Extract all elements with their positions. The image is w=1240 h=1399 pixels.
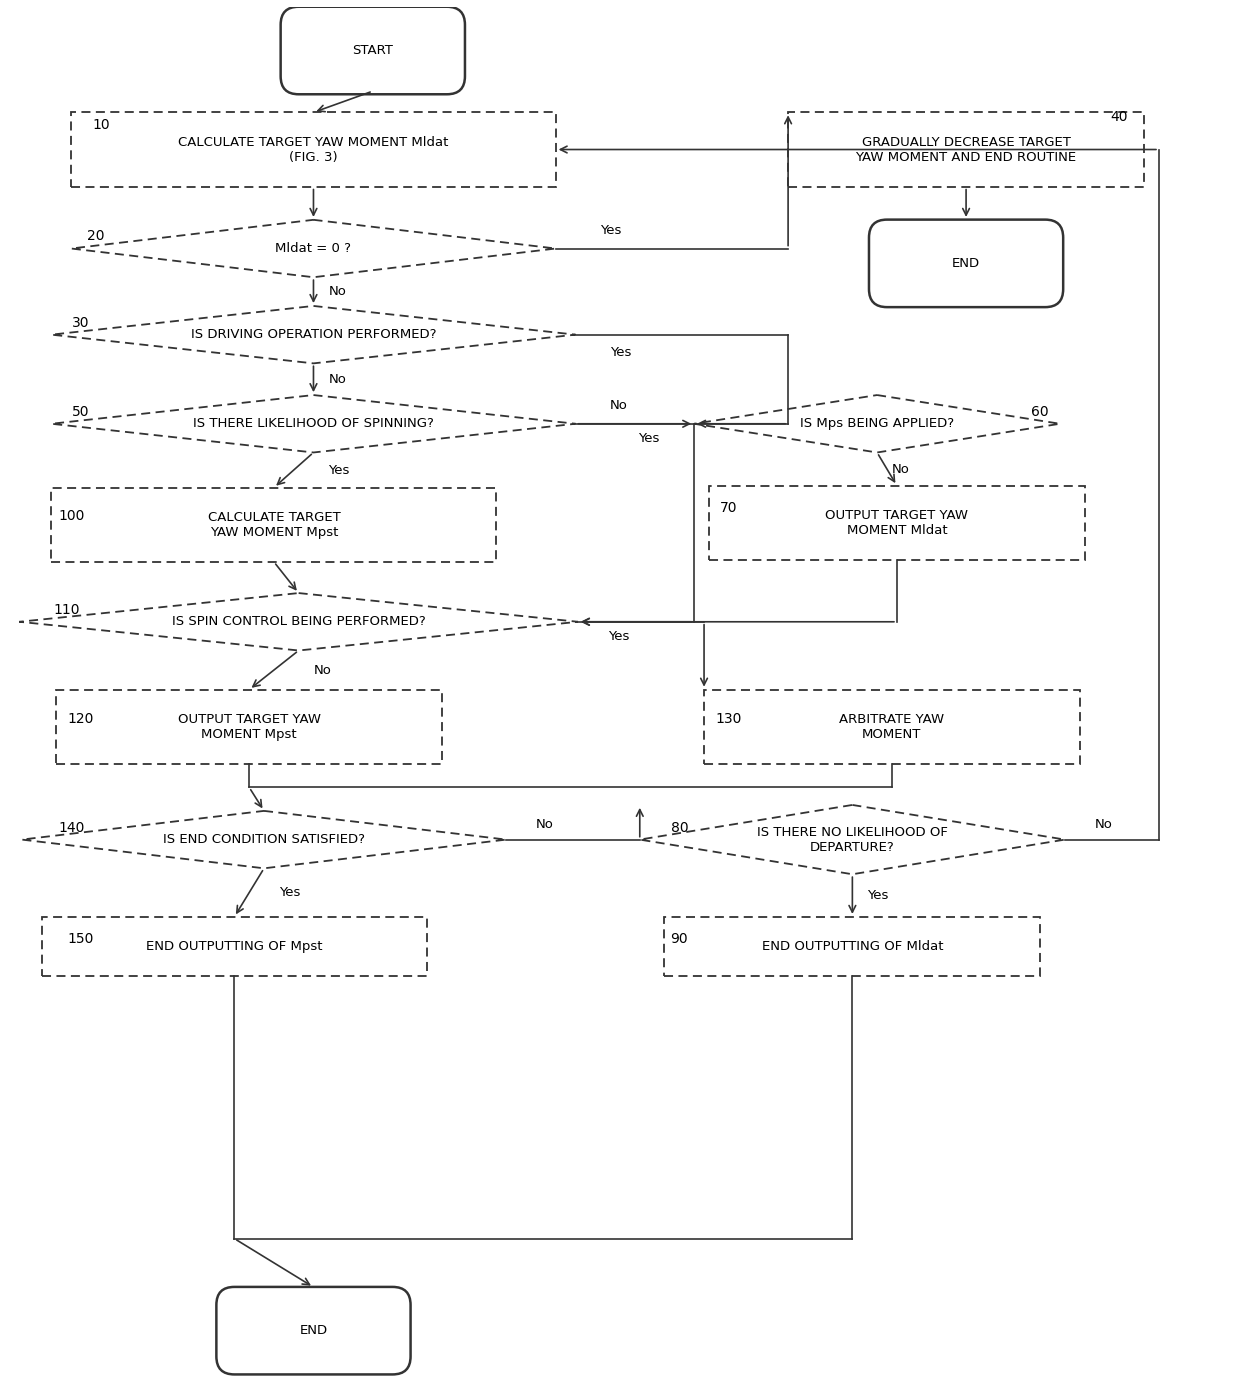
Text: END OUTPUTTING OF Mpst: END OUTPUTTING OF Mpst: [146, 940, 322, 953]
Text: No: No: [536, 818, 554, 831]
Text: 20: 20: [87, 228, 104, 242]
Text: START: START: [352, 43, 393, 57]
Text: 30: 30: [72, 316, 89, 330]
Bar: [665, 916, 1040, 977]
FancyBboxPatch shape: [216, 1287, 410, 1374]
FancyBboxPatch shape: [280, 7, 465, 94]
Text: No: No: [610, 400, 627, 413]
Text: No: No: [892, 463, 910, 476]
Text: Yes: Yes: [600, 224, 621, 238]
Text: 10: 10: [92, 118, 109, 132]
Text: 40: 40: [1111, 111, 1128, 125]
Bar: [42, 916, 428, 977]
Bar: [51, 488, 496, 562]
Text: 110: 110: [53, 603, 79, 617]
Text: 70: 70: [720, 501, 738, 515]
Text: Mldat = 0 ?: Mldat = 0 ?: [275, 242, 351, 255]
Polygon shape: [71, 220, 556, 277]
Text: 100: 100: [58, 509, 84, 523]
Polygon shape: [22, 811, 506, 869]
Bar: [709, 485, 1085, 560]
Text: IS THERE LIKELIHOOD OF SPINNING?: IS THERE LIKELIHOOD OF SPINNING?: [193, 417, 434, 431]
Text: END: END: [952, 257, 980, 270]
Bar: [704, 690, 1080, 764]
Text: END: END: [299, 1325, 327, 1337]
Text: 150: 150: [68, 932, 94, 946]
Bar: [789, 112, 1145, 186]
Text: No: No: [329, 285, 346, 298]
Text: Yes: Yes: [639, 432, 660, 445]
Text: IS Mps BEING APPLIED?: IS Mps BEING APPLIED?: [800, 417, 954, 431]
Text: IS END CONDITION SATISFIED?: IS END CONDITION SATISFIED?: [162, 832, 365, 846]
Text: IS THERE NO LIKELIHOOD OF
DEPARTURE?: IS THERE NO LIKELIHOOD OF DEPARTURE?: [756, 825, 947, 853]
Bar: [71, 112, 556, 186]
Text: 60: 60: [1032, 404, 1049, 418]
Text: Yes: Yes: [329, 463, 350, 477]
Polygon shape: [51, 395, 575, 452]
Text: 50: 50: [72, 404, 89, 418]
Text: No: No: [314, 663, 331, 677]
Text: GRADUALLY DECREASE TARGET
YAW MOMENT AND END ROUTINE: GRADUALLY DECREASE TARGET YAW MOMENT AND…: [856, 136, 1076, 164]
Polygon shape: [20, 593, 578, 651]
Text: Yes: Yes: [867, 888, 889, 902]
Text: No: No: [1095, 818, 1112, 831]
Text: 80: 80: [671, 821, 688, 835]
Text: ARBITRATE YAW
MOMENT: ARBITRATE YAW MOMENT: [839, 712, 945, 740]
Text: Yes: Yes: [608, 630, 629, 644]
Text: 90: 90: [671, 932, 688, 946]
Text: IS DRIVING OPERATION PERFORMED?: IS DRIVING OPERATION PERFORMED?: [191, 329, 436, 341]
Text: 130: 130: [715, 712, 742, 726]
Text: 140: 140: [58, 821, 84, 835]
Polygon shape: [51, 306, 575, 364]
Polygon shape: [640, 804, 1065, 874]
Text: No: No: [329, 372, 346, 386]
Text: CALCULATE TARGET
YAW MOMENT Mpst: CALCULATE TARGET YAW MOMENT Mpst: [207, 511, 340, 539]
Text: 120: 120: [68, 712, 94, 726]
Text: END OUTPUTTING OF Mldat: END OUTPUTTING OF Mldat: [761, 940, 944, 953]
Polygon shape: [694, 395, 1060, 452]
Text: Yes: Yes: [279, 886, 300, 900]
Text: CALCULATE TARGET YAW MOMENT Mldat
(FIG. 3): CALCULATE TARGET YAW MOMENT Mldat (FIG. …: [179, 136, 449, 164]
Text: OUTPUT TARGET YAW
MOMENT Mldat: OUTPUT TARGET YAW MOMENT Mldat: [826, 509, 968, 537]
Text: IS SPIN CONTROL BEING PERFORMED?: IS SPIN CONTROL BEING PERFORMED?: [172, 616, 425, 628]
Bar: [56, 690, 441, 764]
Text: OUTPUT TARGET YAW
MOMENT Mpst: OUTPUT TARGET YAW MOMENT Mpst: [177, 712, 321, 740]
FancyBboxPatch shape: [869, 220, 1063, 308]
Text: Yes: Yes: [610, 346, 631, 360]
